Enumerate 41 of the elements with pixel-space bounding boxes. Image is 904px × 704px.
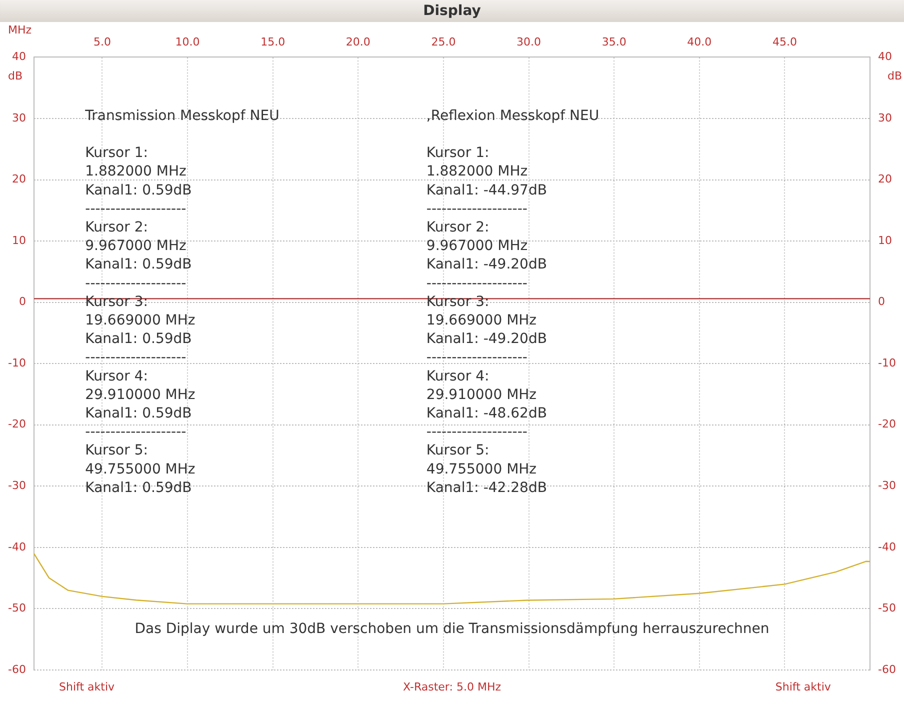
chart-title: Display bbox=[0, 0, 904, 22]
text: ,Reflexion Messkopf NEU Kursor 1: 1.882000 MHz Kanal1: -44.97dB -------------------- Kursor 2: 9.967000 MHz Kanal1: -49.20dB -------------------- Kursor 3: 19.669000 MHz Kanal1: -49.20dB -------------------- Kursor 4: 29.910000 MHz Kanal1: -48.62dB -------------------- Kursor 5: 49.755000 MHz Kanal1: -42.28dB bbox=[426, 108, 600, 496]
y-tick-label: -50 bbox=[8, 602, 26, 615]
x-tick-label: 10.0 bbox=[175, 35, 200, 48]
y-tick-label: 40 bbox=[12, 50, 26, 64]
x-axis-title: MHz bbox=[8, 23, 32, 36]
y2-tick-label: -30 bbox=[878, 479, 896, 492]
text: Shift aktiv bbox=[775, 680, 832, 694]
x-tick-label: 25.0 bbox=[431, 35, 456, 48]
y2-tick-label: -50 bbox=[878, 602, 896, 615]
x-tick-label: 15.0 bbox=[260, 35, 286, 48]
y2-tick-label: 30 bbox=[878, 111, 892, 124]
text: Shift aktiv bbox=[59, 680, 116, 694]
x-tick-label: 40.0 bbox=[687, 35, 712, 48]
y2-tick-label: -10 bbox=[878, 356, 896, 370]
y2-tick-label: 0 bbox=[878, 295, 886, 308]
x-tick-label: 30.0 bbox=[516, 35, 542, 48]
annotation: Das Diplay wurde um 30dB verschoben um die Transmissionsdämpfung herrauszurechnen bbox=[134, 620, 770, 637]
x-tick-label: 5.0 bbox=[93, 35, 111, 48]
y2-tick-label: -20 bbox=[878, 418, 896, 431]
x-tick-label: 20.0 bbox=[346, 35, 370, 48]
y-tick-label: -30 bbox=[8, 479, 26, 492]
y-tick-label: -10 bbox=[8, 356, 26, 370]
y2-tick-label: -60 bbox=[878, 662, 896, 676]
y-tick-label: -40 bbox=[8, 540, 26, 554]
text: Transmission Messkopf NEU Kursor 1: 1.882000 MHz Kanal1: 0.59dB -------------------- Kursor 2: 9.967000 MHz Kanal1: 0.59dB -------------------- Kursor 3: 19.669000 MHz Kanal1: 0.59dB -------------------- Kursor 4: 29.910000 MHz Kanal1: 0.59dB -------------------- Kursor 5: 49.755000 MHz Kanal1: 0.59dB bbox=[85, 108, 280, 496]
y2-tick-label: 10 bbox=[878, 234, 892, 247]
y-tick-label: -60 bbox=[8, 662, 26, 676]
y2-tick-label: 20 bbox=[878, 172, 892, 186]
y-tick-label: 10 bbox=[12, 234, 26, 247]
x-tick-label: 35.0 bbox=[602, 35, 626, 48]
y-tick-label: 0 bbox=[18, 295, 26, 308]
y-axis-title: dB bbox=[8, 70, 23, 83]
y2-tick-label: 40 bbox=[878, 50, 892, 64]
y-tick-label: -20 bbox=[8, 418, 26, 431]
y-tick-label: 20 bbox=[12, 172, 26, 186]
y2-axis-title: dB bbox=[887, 70, 902, 83]
y2-tick-label: -40 bbox=[878, 540, 896, 554]
x-tick-label: 45.0 bbox=[772, 35, 797, 48]
y-tick-label: 30 bbox=[12, 111, 26, 124]
text: X-Raster: 5.0 MHz bbox=[403, 680, 502, 694]
